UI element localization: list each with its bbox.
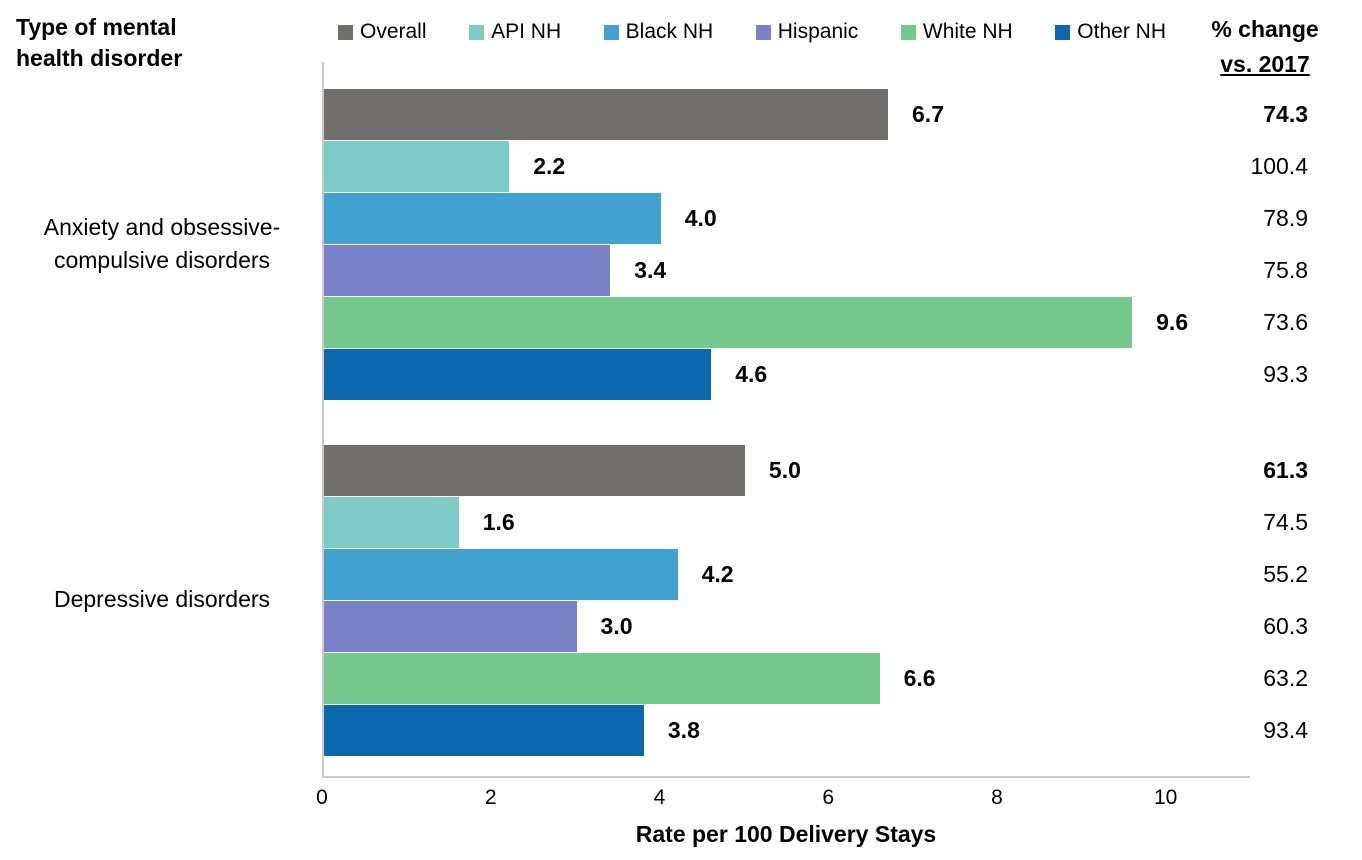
bar-depressive-white-nh — [324, 652, 880, 704]
bar-value-label: 6.6 — [903, 664, 936, 691]
bar-value-label: 3.4 — [634, 256, 667, 283]
bar-row-depressive-overall: 5.0 — [324, 444, 1250, 496]
bar-row-anxiety-hispanic: 3.4 — [324, 244, 1250, 296]
bar-value-label: 4.6 — [735, 360, 768, 387]
pct-column-spacer — [1236, 400, 1308, 444]
legend-label-white-nh: White NH — [922, 20, 1013, 43]
legend-swatch-white-nh — [900, 24, 916, 40]
pct-value-anxiety-api-nh: 100.4 — [1250, 152, 1308, 179]
bar-row-depressive-api-nh: 1.6 — [324, 496, 1250, 548]
legend-label-other-nh: Other NH — [1077, 20, 1166, 43]
x-axis-title: Rate per 100 Delivery Stays — [635, 821, 937, 847]
pct-change-column: 74.3 100.4 78.9 75.8 73.6 93.3 61.3 74.5… — [1236, 88, 1308, 756]
pct-change-header: % change vs. 2017 — [1195, 12, 1335, 81]
bar-anxiety-overall — [324, 88, 889, 140]
bar-depressive-other-nh — [324, 704, 644, 756]
legend-swatch-black-nh — [603, 24, 619, 40]
x-axis-ticks: 0 2 4 6 8 10 — [316, 786, 1250, 814]
bar-row-depressive-hispanic: 3.0 — [324, 600, 1250, 652]
plot-area: 6.7 2.2 4.0 3.4 9.6 4.6 — [322, 62, 1250, 778]
legend: Overall API NH Black NH Hispanic White N… — [338, 20, 1166, 44]
legend-item-black-nh: Black NH — [603, 20, 714, 44]
bar-value-label: 4.0 — [684, 204, 717, 231]
legend-swatch-overall — [338, 24, 353, 40]
pct-value-anxiety-other-nh: 93.3 — [1263, 360, 1308, 387]
bar-anxiety-api-nh — [324, 140, 510, 192]
pct-value-depressive-api-nh: 74.5 — [1263, 508, 1308, 535]
x-tick-6: 6 — [822, 786, 835, 809]
bar-group-depressive: 5.0 1.6 4.2 3.0 6.6 3.8 — [324, 444, 1250, 756]
pct-value-depressive-black-nh: 55.2 — [1263, 560, 1308, 587]
legend-item-overall: Overall — [338, 20, 427, 44]
pct-value-depressive-hispanic: 60.3 — [1263, 612, 1308, 639]
bar-row-depressive-white-nh: 6.6 — [324, 652, 1250, 704]
bar-depressive-api-nh — [324, 496, 459, 548]
bar-value-label: 2.2 — [533, 152, 566, 179]
pct-change-header-line1: % change — [1211, 16, 1319, 42]
bar-value-label: 3.8 — [667, 716, 700, 743]
bar-row-anxiety-black-nh: 4.0 — [324, 192, 1250, 244]
pct-value-depressive-overall: 61.3 — [1263, 456, 1308, 483]
legend-item-other-nh: Other NH — [1055, 20, 1166, 44]
bar-row-depressive-other-nh: 3.8 — [324, 704, 1250, 756]
bar-group-anxiety: 6.7 2.2 4.0 3.4 9.6 4.6 — [324, 88, 1250, 400]
bar-value-label: 1.6 — [482, 508, 515, 535]
bar-row-anxiety-overall: 6.7 — [324, 88, 1250, 140]
bar-anxiety-white-nh — [324, 296, 1133, 348]
pct-change-header-line2: vs. 2017 — [1220, 50, 1310, 77]
bar-row-anxiety-white-nh: 9.6 — [324, 296, 1250, 348]
x-tick-0: 0 — [316, 786, 328, 809]
legend-label-hispanic: Hispanic — [777, 20, 859, 43]
bar-anxiety-other-nh — [324, 348, 712, 400]
row-axis-title: Type of mental health disorder — [16, 14, 183, 72]
legend-swatch-hispanic — [755, 24, 771, 40]
bar-depressive-black-nh — [324, 548, 678, 600]
bar-depressive-overall — [324, 444, 745, 496]
bar-value-label: 9.6 — [1156, 308, 1189, 335]
bar-anxiety-hispanic — [324, 244, 611, 296]
legend-item-white-nh: White NH — [900, 20, 1013, 44]
bar-row-anxiety-api-nh: 2.2 — [324, 140, 1250, 192]
pct-value-anxiety-black-nh: 78.9 — [1263, 204, 1308, 231]
legend-label-black-nh: Black NH — [625, 20, 714, 43]
legend-item-api-nh: API NH — [469, 20, 561, 44]
legend-label-overall: Overall — [360, 20, 427, 43]
x-tick-4: 4 — [653, 786, 666, 809]
category-label-depressive: Depressive disorders — [53, 586, 271, 613]
x-tick-2: 2 — [484, 786, 497, 809]
pct-value-anxiety-overall: 74.3 — [1263, 100, 1308, 127]
pct-value-anxiety-white-nh: 73.6 — [1263, 308, 1308, 335]
legend-item-hispanic: Hispanic — [755, 20, 859, 44]
pct-value-anxiety-hispanic: 75.8 — [1263, 256, 1308, 283]
bar-depressive-hispanic — [324, 600, 577, 652]
x-tick-8: 8 — [991, 786, 1003, 809]
legend-swatch-api-nh — [469, 24, 485, 40]
bar-value-label: 4.2 — [701, 560, 734, 587]
bar-anxiety-black-nh — [324, 192, 661, 244]
bar-row-depressive-black-nh: 4.2 — [324, 548, 1250, 600]
category-label-anxiety: Anxiety and obsessive-compulsive disorde… — [43, 213, 281, 273]
pct-value-depressive-white-nh: 63.2 — [1263, 664, 1308, 691]
bar-value-label: 5.0 — [768, 456, 801, 483]
legend-swatch-other-nh — [1055, 24, 1071, 40]
bar-value-label: 6.7 — [912, 100, 944, 127]
x-tick-10: 10 — [1153, 786, 1178, 809]
bar-value-label: 3.0 — [600, 612, 633, 639]
pct-value-depressive-other-nh: 93.4 — [1263, 716, 1308, 743]
bar-row-anxiety-other-nh: 4.6 — [324, 348, 1250, 400]
legend-label-api-nh: API NH — [491, 20, 562, 43]
